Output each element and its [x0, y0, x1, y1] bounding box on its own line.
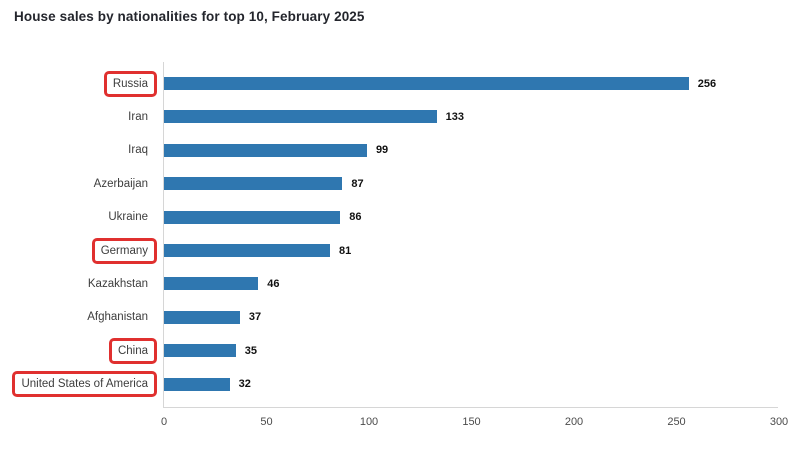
x-tick-label: 100	[359, 416, 379, 428]
value-label: 133	[445, 110, 464, 123]
bar	[164, 110, 437, 124]
bar	[164, 210, 341, 224]
bar	[164, 177, 343, 191]
category-row: Iran	[0, 101, 157, 133]
value-label: 256	[697, 77, 717, 90]
plot-area: 256 133 99 87 86 81 46 37 35 32 0 50 100 150 200 250 300	[161, 62, 788, 428]
category-row: Germany	[0, 235, 157, 267]
category-label: Iran	[128, 110, 148, 123]
bar	[164, 77, 689, 90]
x-tick-label: 250	[667, 416, 686, 428]
bar	[164, 277, 259, 291]
category-row: Iraq	[0, 134, 157, 166]
bar	[164, 344, 236, 358]
category-row: Afghanistan	[0, 301, 157, 333]
category-label: Kazakhstan	[87, 277, 148, 290]
value-label: 32	[238, 378, 251, 391]
category-label-highlighted[interactable]: Germany	[91, 237, 157, 264]
value-label: 46	[267, 277, 280, 290]
category-row: United States of America	[0, 368, 157, 400]
bar	[164, 310, 240, 324]
value-label: 99	[375, 144, 389, 157]
category-label-highlighted[interactable]: Russia	[103, 70, 157, 97]
x-tick-label: 0	[160, 416, 168, 428]
category-row: Russia	[0, 68, 157, 100]
bar	[164, 377, 230, 391]
category-label-highlighted[interactable]: United States of America	[12, 371, 157, 398]
category-label: Afghanistan	[87, 311, 148, 324]
category-row: Azerbaijan	[0, 168, 157, 200]
category-label-highlighted[interactable]: China	[108, 337, 157, 364]
category-label: Azerbaijan	[93, 177, 148, 190]
bar	[164, 244, 331, 257]
value-label: 86	[349, 211, 362, 224]
category-row: China	[0, 335, 157, 367]
bar	[164, 143, 367, 157]
x-tick-label: 200	[564, 416, 584, 428]
value-label: 81	[339, 244, 352, 257]
x-tick-label: 50	[260, 416, 273, 428]
category-row: Kazakhstan	[0, 268, 157, 300]
value-label: 87	[351, 177, 364, 190]
category-label: Iraq	[128, 144, 148, 157]
category-row: Ukraine	[0, 201, 157, 233]
chart-title: House sales by nationalities for top 10,…	[14, 9, 365, 24]
value-label: 35	[244, 344, 257, 357]
value-label: 37	[248, 311, 262, 324]
x-tick-label: 150	[462, 416, 481, 428]
category-label: Ukraine	[108, 211, 148, 224]
x-tick-label: 300	[769, 416, 789, 428]
